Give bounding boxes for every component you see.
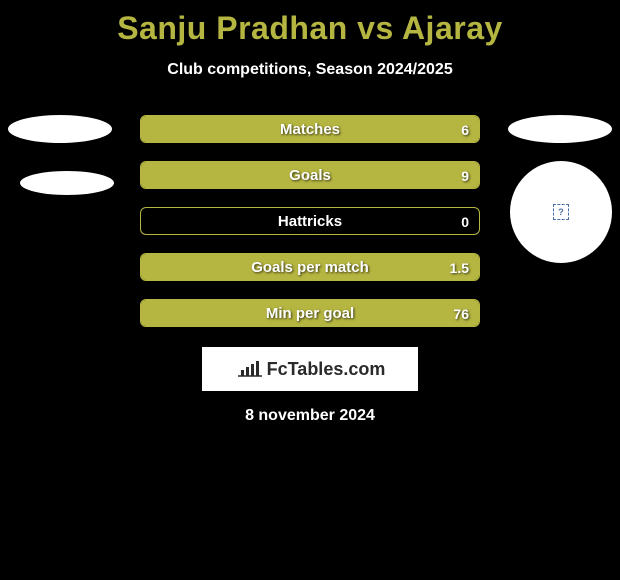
page-subtitle: Club competitions, Season 2024/2025 [0,61,620,79]
stat-value: 76 [453,300,469,327]
stat-value: 1.5 [450,254,469,281]
stat-label: Hattricks [141,208,479,235]
logo-banner[interactable]: FcTables.com [202,347,418,391]
logo-inner: FcTables.com [235,359,386,380]
stat-value: 6 [461,116,469,143]
stat-label: Matches [141,116,479,143]
question-icon: ? [558,207,564,217]
ellipse-icon [20,171,114,195]
stat-row-min-per-goal: Min per goal 76 [140,299,480,327]
footer-date: 8 november 2024 [0,407,620,425]
stats-bars: Matches 6 Goals 9 Hattricks 0 Goals per … [140,115,480,345]
logo-text: FcTables.com [267,359,386,380]
stat-row-goals: Goals 9 [140,161,480,189]
stat-label: Min per goal [141,300,479,327]
stat-row-matches: Matches 6 [140,115,480,143]
ellipse-icon [508,115,612,143]
ellipse-icon [8,115,112,143]
avatar-placeholder: ? [510,161,612,263]
stat-row-goals-per-match: Goals per match 1.5 [140,253,480,281]
bars-icon [235,359,265,379]
missing-image-icon: ? [553,204,569,220]
stat-label: Goals [141,162,479,189]
stat-row-hattricks: Hattricks 0 [140,207,480,235]
stat-value: 0 [461,208,469,235]
stat-label: Goals per match [141,254,479,281]
stat-value: 9 [461,162,469,189]
page-title: Sanju Pradhan vs Ajaray [0,0,620,47]
